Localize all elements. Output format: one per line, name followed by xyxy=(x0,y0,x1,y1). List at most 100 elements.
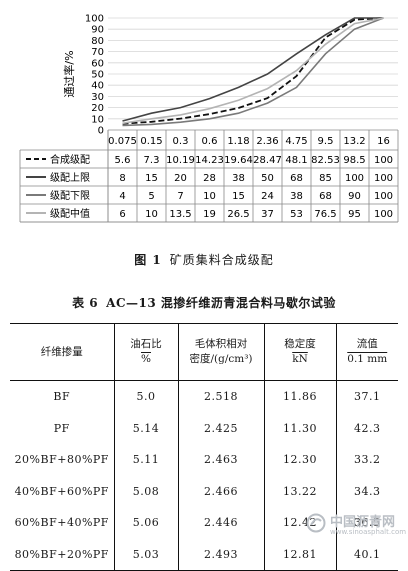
header-stability: 稳定度 kN xyxy=(264,323,337,381)
watermark-url: www.sinoasphalt.com xyxy=(330,528,407,536)
x-tick-label-8: 13.2 xyxy=(343,136,365,147)
header-asphalt-ratio-unit: % xyxy=(141,353,151,365)
data-label-2-2: 7 xyxy=(177,191,183,202)
data-label-0-1: 7.3 xyxy=(144,155,160,166)
chart-series-lines xyxy=(122,17,384,127)
cell-stability: 12.30 xyxy=(264,444,337,476)
cell-flow: 36.5 xyxy=(354,516,381,530)
data-label-1-0: 8 xyxy=(119,173,125,184)
data-table-values: 0.075 0.15 0.3 0.6 1.18 2.36 4.75 9.5 13.2 16 合成级配… xyxy=(26,136,393,220)
data-label-0-8: 98.5 xyxy=(343,155,365,166)
y-tick-label-90: 90 xyxy=(91,25,104,36)
data-label-3-4: 26.5 xyxy=(227,209,249,220)
cell-bulk-density: 2.466 xyxy=(178,475,265,507)
watermark: 中国沥青网 www.sinoasphalt.com xyxy=(306,510,406,542)
table-body: BF 5.0 2.518 11.86 37.1 PF 5.14 2.425 11.30 42.3 2… xyxy=(10,380,398,571)
data-label-1-8: 100 xyxy=(345,173,364,184)
header-asphalt-ratio-label: 油石比 xyxy=(130,338,162,350)
header-flow-unit: 0.1 mm xyxy=(347,353,388,365)
data-label-2-6: 38 xyxy=(290,191,303,202)
cell-flow: 33.2 xyxy=(354,453,381,467)
y-tick-label-0: 0 xyxy=(98,126,104,137)
legend-label-1: 级配上限 xyxy=(50,172,90,184)
cell-flow: 42.3 xyxy=(354,421,381,435)
table-row: 80%BF+20%PF 5.03 2.493 12.81 40.1 xyxy=(10,538,398,571)
data-label-1-4: 38 xyxy=(232,173,245,184)
x-tick-label-1: 0.15 xyxy=(140,136,162,147)
data-label-3-8: 95 xyxy=(348,209,361,220)
series-line-2 xyxy=(122,17,384,127)
cell-fiber-dosage: PF xyxy=(10,412,115,444)
data-label-3-3: 19 xyxy=(203,209,216,220)
x-tick-label-4: 1.18 xyxy=(227,136,249,147)
legend-label-3: 级配中值 xyxy=(50,207,90,220)
table-caption-text: AC—13 混掺纤维沥青混合料马歇尔试验 xyxy=(106,296,336,310)
data-label-3-7: 76.5 xyxy=(314,209,336,220)
cell-asphalt-ratio: 5.14 xyxy=(114,412,179,444)
cell-bulk-density: 2.463 xyxy=(178,444,265,476)
data-label-3-6: 53 xyxy=(290,209,303,220)
y-axis-label: 通过率/% xyxy=(62,50,76,97)
cell-asphalt-ratio: 5.0 xyxy=(114,380,179,413)
header-fiber-dosage-label: 纤维掺量 xyxy=(40,345,83,358)
y-tick-label-70: 70 xyxy=(91,47,104,58)
data-label-1-7: 85 xyxy=(319,173,332,184)
data-label-0-4: 19.64 xyxy=(224,155,253,166)
cell-fiber-dosage: 60%BF+40%PF xyxy=(10,507,115,539)
data-label-3-0: 6 xyxy=(119,209,125,220)
data-label-3-9: 100 xyxy=(374,209,393,220)
table-row: PF 5.14 2.425 11.30 42.3 xyxy=(10,412,398,444)
y-tick-label-60: 60 xyxy=(91,58,104,69)
x-tick-label-9: 16 xyxy=(377,136,390,147)
table-caption: 表 6 AC—13 混掺纤维沥青混合料马歇尔试验 xyxy=(0,294,408,311)
header-fiber-dosage: 纤维掺量 xyxy=(10,323,115,381)
data-label-2-3: 10 xyxy=(203,191,216,202)
legend-label-0: 合成级配 xyxy=(50,153,90,166)
data-label-2-7: 68 xyxy=(319,191,332,202)
cell-bulk-density: 2.493 xyxy=(178,538,265,571)
header-stability-unit: kN xyxy=(292,353,308,365)
y-tick-label-40: 40 xyxy=(91,81,104,92)
x-tick-label-3: 0.6 xyxy=(202,136,218,147)
table-row: BF 5.0 2.518 11.86 37.1 xyxy=(10,380,398,413)
data-label-0-5: 28.47 xyxy=(253,155,282,166)
data-label-1-6: 68 xyxy=(290,173,303,184)
series-line-3 xyxy=(122,17,384,125)
cell-flow: 40.1 xyxy=(336,538,398,571)
header-bulk-density-label: 毛体积相对 xyxy=(194,338,248,350)
data-label-1-9: 100 xyxy=(374,173,393,184)
data-label-2-5: 24 xyxy=(261,191,274,202)
cell-flow: 34.3 xyxy=(354,484,381,498)
data-label-1-1: 15 xyxy=(145,173,158,184)
cell-stability: 12.81 xyxy=(264,538,337,571)
series-line-1 xyxy=(122,17,384,122)
header-bulk-density: 毛体积相对 密度/(g/cm³) xyxy=(178,323,265,381)
watermark-name: 中国沥青网 xyxy=(330,515,396,530)
cell-asphalt-ratio: 5.08 xyxy=(114,475,179,507)
y-tick-label-10: 10 xyxy=(91,114,104,125)
cell-fiber-dosage: 40%BF+60%PF xyxy=(10,475,115,507)
cell-asphalt-ratio: 5.11 xyxy=(114,444,179,476)
data-label-0-0: 5.6 xyxy=(115,155,131,166)
data-label-2-0: 4 xyxy=(119,191,125,202)
data-label-1-2: 20 xyxy=(174,173,187,184)
figure-caption-text: 矿质集料合成级配 xyxy=(169,253,274,267)
cell-bulk-density: 2.446 xyxy=(178,507,265,539)
y-tick-label-20: 20 xyxy=(91,103,104,114)
header-bulk-density-unit: 密度/(g/cm³) xyxy=(189,353,253,365)
y-tick-label-100: 100 xyxy=(85,14,104,25)
legend-label-2: 级配下限 xyxy=(50,190,90,202)
data-label-2-9: 100 xyxy=(374,191,393,202)
cell-stability: 11.86 xyxy=(264,380,337,413)
cell-bulk-density: 2.425 xyxy=(178,412,265,444)
table-number: 表 6 xyxy=(72,296,99,310)
y-tick-label-50: 50 xyxy=(91,70,104,81)
cell-fiber-dosage: 80%BF+20%PF xyxy=(10,538,115,571)
data-table-grid xyxy=(19,130,399,223)
data-label-3-5: 37 xyxy=(261,209,274,220)
data-label-2-8: 90 xyxy=(348,191,361,202)
data-label-0-2: 10.19 xyxy=(166,155,195,166)
x-tick-label-5: 2.36 xyxy=(256,136,278,147)
cell-asphalt-ratio: 5.06 xyxy=(114,507,179,539)
